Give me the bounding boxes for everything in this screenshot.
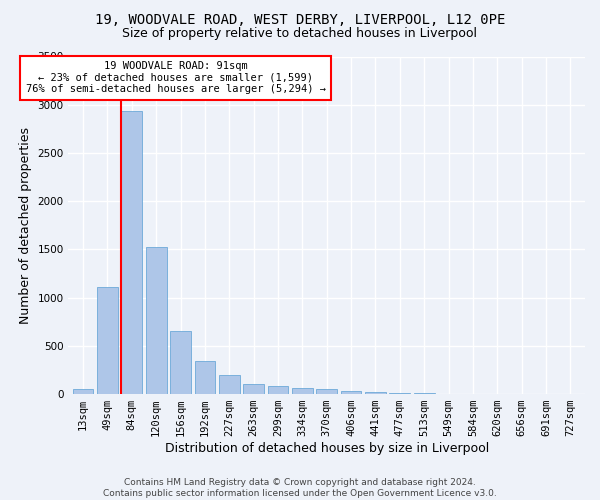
Bar bbox=[121, 110, 142, 394]
Bar bbox=[146, 248, 167, 394]
Bar bbox=[97, 287, 118, 394]
Text: 19 WOODVALE ROAD: 91sqm
← 23% of detached houses are smaller (1,599)
76% of semi: 19 WOODVALE ROAD: 91sqm ← 23% of detache… bbox=[26, 61, 326, 94]
Bar bbox=[389, 393, 410, 394]
Bar bbox=[219, 376, 239, 394]
Y-axis label: Number of detached properties: Number of detached properties bbox=[19, 127, 32, 324]
Bar bbox=[292, 388, 313, 394]
Bar bbox=[268, 386, 289, 394]
X-axis label: Distribution of detached houses by size in Liverpool: Distribution of detached houses by size … bbox=[164, 442, 489, 455]
Text: Contains HM Land Registry data © Crown copyright and database right 2024.
Contai: Contains HM Land Registry data © Crown c… bbox=[103, 478, 497, 498]
Bar bbox=[365, 392, 386, 394]
Bar bbox=[170, 332, 191, 394]
Bar bbox=[73, 389, 94, 394]
Bar bbox=[194, 361, 215, 394]
Text: 19, WOODVALE ROAD, WEST DERBY, LIVERPOOL, L12 0PE: 19, WOODVALE ROAD, WEST DERBY, LIVERPOOL… bbox=[95, 12, 505, 26]
Bar bbox=[243, 384, 264, 394]
Text: Size of property relative to detached houses in Liverpool: Size of property relative to detached ho… bbox=[122, 28, 478, 40]
Bar bbox=[341, 391, 361, 394]
Bar bbox=[316, 389, 337, 394]
